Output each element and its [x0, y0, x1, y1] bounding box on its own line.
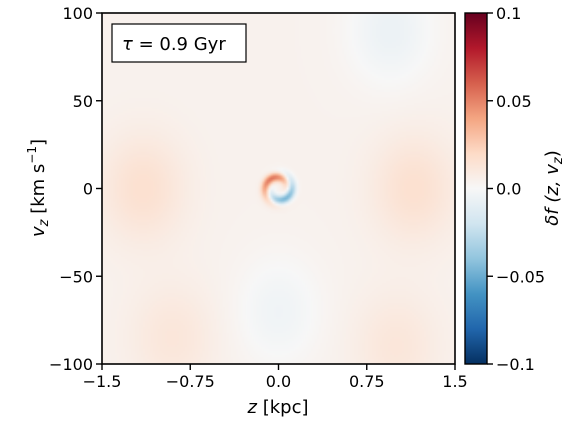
y-axis-label-unit-pre: [km s — [28, 164, 49, 220]
y-axis-label-unit-post: ] — [28, 139, 49, 146]
annotation-symbol: τ — [122, 34, 133, 55]
y-tick-label: −50 — [59, 267, 93, 286]
annotation-text: τ = 0.9 Gyr — [122, 34, 226, 55]
y-axis: 100 50 0 −50 −100 — [49, 4, 102, 374]
x-tick-label: 0.75 — [349, 372, 385, 391]
y-tick-label: −100 — [49, 355, 93, 374]
x-tick-label: −1.5 — [83, 372, 122, 391]
annotation-frame — [111, 23, 247, 63]
colorbar-label-sub: z — [551, 156, 566, 165]
x-tick-label: 1.5 — [442, 372, 467, 391]
heatmap-image — [102, 13, 455, 364]
x-tick-label: 0.0 — [266, 372, 291, 391]
colorbar-label-close: ) — [542, 150, 563, 157]
x-axis-label-var: z — [247, 397, 258, 418]
y-tick-label: 100 — [62, 4, 93, 23]
annotation-box: τ = 0.9 Gyr — [111, 23, 247, 63]
colorbar-label-text: δf (z, v — [542, 164, 563, 226]
y-axis-label-sup: −1 — [25, 146, 39, 164]
colorbar-tick-label: −0.1 — [496, 355, 535, 374]
colorbar-axis: 0.1 0.05 0.0 −0.05 −0.1 — [487, 4, 545, 374]
y-tick-label: 0 — [83, 180, 93, 199]
y-tick-label: 50 — [73, 92, 93, 111]
colorbar-tick-label: −0.05 — [496, 267, 545, 286]
colorbar-fill — [465, 13, 487, 364]
colorbar: 0.1 0.05 0.0 −0.05 −0.1 δf (z, vz) — [464, 4, 566, 374]
colorbar-tick-label: 0.05 — [496, 92, 532, 111]
x-axis: −1.5 −0.75 0.0 0.75 1.5 — [83, 364, 468, 391]
colorbar-tick-label: 0.0 — [496, 180, 521, 199]
heatmap-area — [102, 13, 455, 364]
y-axis-label-var: v — [28, 226, 49, 237]
x-axis-label: z [kpc] — [247, 397, 309, 418]
x-tick-label: −0.75 — [166, 372, 215, 391]
annotation-rest: = 0.9 Gyr — [133, 34, 226, 55]
colorbar-label: δf (z, vz) — [542, 150, 566, 226]
x-axis-label-unit: [kpc] — [257, 397, 309, 418]
y-axis-label-sub: z — [37, 218, 52, 227]
colorbar-tick-label: 0.1 — [496, 4, 521, 23]
y-axis-label: vz [km s−1] — [25, 139, 52, 237]
